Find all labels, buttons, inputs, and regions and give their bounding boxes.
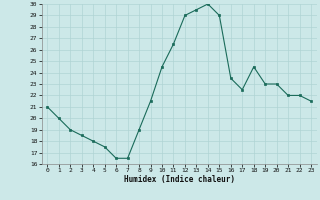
X-axis label: Humidex (Indice chaleur): Humidex (Indice chaleur) xyxy=(124,175,235,184)
